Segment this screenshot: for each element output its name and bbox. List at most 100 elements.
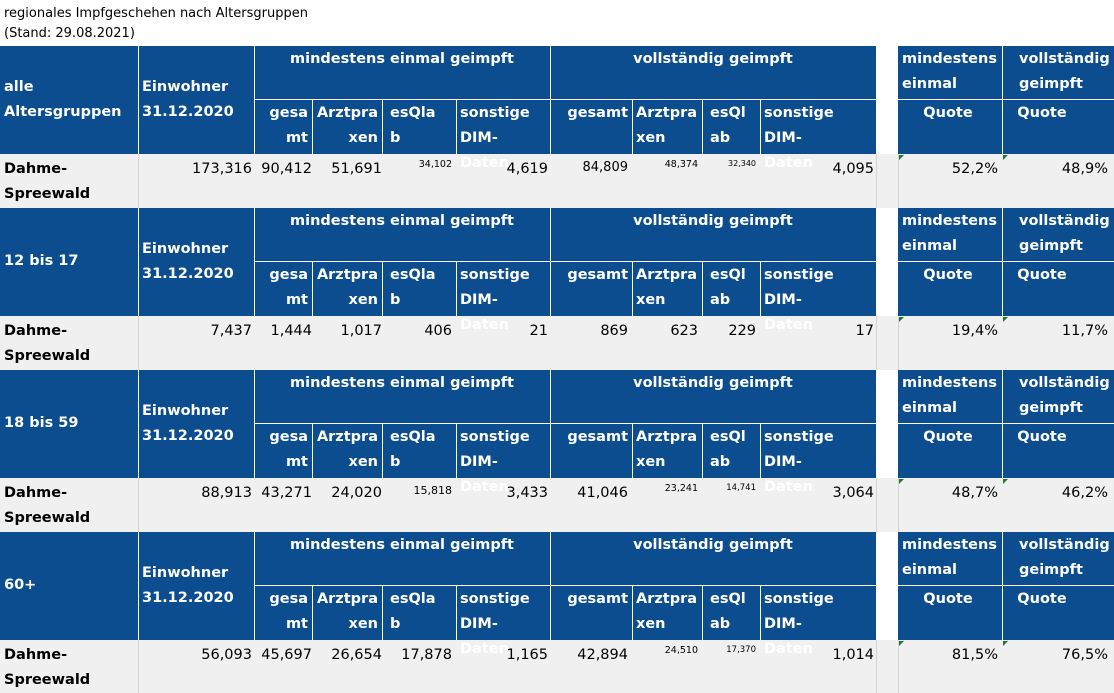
subheader-esqlab-2: esQl ab: [702, 587, 754, 637]
region-line-1: Dahme-: [4, 323, 68, 339]
region-line-1: Dahme-: [4, 161, 68, 177]
header-divider: [138, 370, 139, 478]
header-subdivider: [382, 424, 383, 478]
quote-divider: [1002, 208, 1003, 316]
data-row: [0, 640, 1114, 693]
subheader-quote-voll-line-1: Quote: [1017, 105, 1067, 121]
subheader-arztpraxen-1-line-1: Arztpra: [316, 429, 378, 445]
subheader-quote-voll: Quote: [1002, 425, 1082, 450]
cell-marker: [899, 479, 904, 484]
header-divider: [550, 370, 551, 478]
value-3: 17,878: [401, 647, 452, 663]
value-0: 56,093: [201, 647, 252, 663]
header-subdivider: [456, 424, 457, 478]
einwohner-label: Einwohner: [142, 241, 229, 257]
cell-marker: [1003, 317, 1008, 322]
subheader-sonstige-1-line-2: DIM-Daten: [460, 616, 509, 657]
value-3: 15,818: [413, 484, 453, 497]
subheader-sonstige-2-line-2: Daten: [764, 479, 813, 495]
subheader-esqlab-2-line-1: esQl: [710, 429, 746, 445]
subheader-esqlab-1: esQla b: [382, 587, 452, 637]
value-1: 90,412: [261, 161, 312, 177]
table-block-3: 60+ Einwohner 31.12.2020 mindestens einmal …: [0, 532, 1114, 693]
row-divider: [898, 154, 899, 208]
region-line-2: Spreewald: [4, 510, 91, 526]
vollstaendig-header: vollständig geimpft: [633, 51, 793, 67]
row-divider: [138, 640, 139, 693]
subheader-sonstige-1-line-1: sonstige: [460, 591, 530, 607]
table-block-2: 18 bis 59 Einwohner 31.12.2020 mindestens e…: [0, 370, 1114, 532]
subheader-sonstige-2-line-2: Daten: [764, 641, 813, 657]
subheader-sonstige-2-line-1: sonstige DIM-: [764, 429, 834, 470]
subheader-sonstige-2-line-1: sonstige DIM-: [764, 267, 834, 308]
einwohner-header: Einwohner 31.12.2020: [142, 561, 234, 611]
subheader-sonstige-2-line-1: sonstige DIM-: [764, 105, 834, 146]
value-0: 7,437: [210, 323, 252, 339]
row-divider: [898, 640, 899, 693]
subheader-sonstige-2-line-1: sonstige DIM-: [764, 591, 834, 632]
value-10: 11,7%: [1061, 323, 1108, 339]
age-group-line-2: Altersgruppen: [4, 104, 122, 120]
quote-voll-header: vollständig geimpft: [1019, 47, 1110, 97]
header-subdivider: [312, 100, 313, 154]
quote-header-band: [898, 46, 1114, 154]
header-subdivider: [702, 424, 703, 478]
subheader-esqlab-2-line-2: ab: [710, 616, 731, 632]
subheader-arztpraxen-1: Arztpra xen: [312, 425, 378, 475]
header-divider: [550, 532, 551, 640]
age-group-line-1: alle: [4, 79, 34, 95]
data-row: [0, 316, 1114, 370]
subheader-sonstige-2: sonstige DIM- Daten: [764, 587, 872, 662]
header-band: [0, 532, 876, 640]
header-divider: [550, 46, 551, 154]
header-subdivider: [382, 262, 383, 316]
subheader-sonstige-1-line-2: DIM-Daten: [460, 130, 509, 171]
quote-voll-line-1: vollständig: [1019, 51, 1110, 67]
subheader-gesamt-1: gesa mt: [254, 101, 308, 151]
quote-voll-line-2: geimpft: [1019, 400, 1083, 416]
einwohner-header: Einwohner 31.12.2020: [142, 75, 234, 125]
age-group-line-1: 18 bis 59: [4, 415, 79, 431]
age-group-label: 18 bis 59: [4, 411, 78, 436]
quote-voll-header: vollständig geimpft: [1019, 209, 1110, 259]
mindestens-einmal-header: mindestens einmal geimpft: [290, 537, 514, 553]
value-3: 34,102: [418, 159, 452, 170]
einwohner-header: Einwohner 31.12.2020: [142, 399, 234, 449]
region-name: Dahme- Spreewald: [4, 481, 90, 531]
header-subdivider: [760, 424, 761, 478]
subheader-esqlab-2-line-1: esQl: [710, 267, 746, 283]
subheader-arztpraxen-1-line-2: xen: [348, 292, 378, 308]
quote-voll-line-2: geimpft: [1019, 76, 1083, 92]
header-divider: [138, 46, 139, 154]
subheader-gesamt-2: gesamt: [550, 587, 628, 612]
age-group-line-1: 12 bis 17: [4, 253, 79, 269]
subheader-sonstige-1-line-2: DIM-Daten: [460, 292, 509, 333]
einwohner-date: 31.12.2020: [142, 266, 234, 282]
vollstaendig-header: vollständig geimpft: [633, 537, 793, 553]
quote-mind-line-1: mindestens: [902, 537, 997, 553]
header-hline: [254, 261, 876, 262]
subheader-gesamt-2: gesamt: [550, 263, 628, 288]
subheader-arztpraxen-1-line-2: xen: [348, 130, 378, 146]
value-6: 23,241: [664, 483, 698, 494]
quote-voll-header: vollständig geimpft: [1019, 371, 1110, 421]
value-2: 1,017: [340, 323, 382, 339]
value-8: 4,095: [832, 161, 874, 177]
value-8: 17: [855, 323, 874, 339]
subheader-quote-voll: Quote: [1002, 101, 1082, 126]
quote-mind-line-1: mindestens: [902, 213, 997, 229]
table-block-0: alle Altersgruppen Einwohner 31.12.2020 mind…: [0, 46, 1114, 208]
age-group-label: 12 bis 17: [4, 249, 78, 274]
value-6: 623: [670, 323, 698, 339]
subheader-arztpraxen-1-line-1: Arztpra: [316, 105, 378, 121]
header-subdivider: [632, 262, 633, 316]
value-9: 48,7%: [951, 485, 998, 501]
quote-voll-line-1: vollständig: [1019, 375, 1110, 391]
value-7: 17,370: [726, 645, 756, 655]
subheader-gesamt-1-line-1: gesa: [269, 105, 308, 121]
subheader-quote-mind-line-1: Quote: [923, 267, 973, 283]
header-subdivider: [702, 262, 703, 316]
value-5: 869: [600, 323, 628, 339]
table-block-1: 12 bis 17 Einwohner 31.12.2020 mindestens e…: [0, 208, 1114, 370]
header-subdivider: [382, 586, 383, 640]
